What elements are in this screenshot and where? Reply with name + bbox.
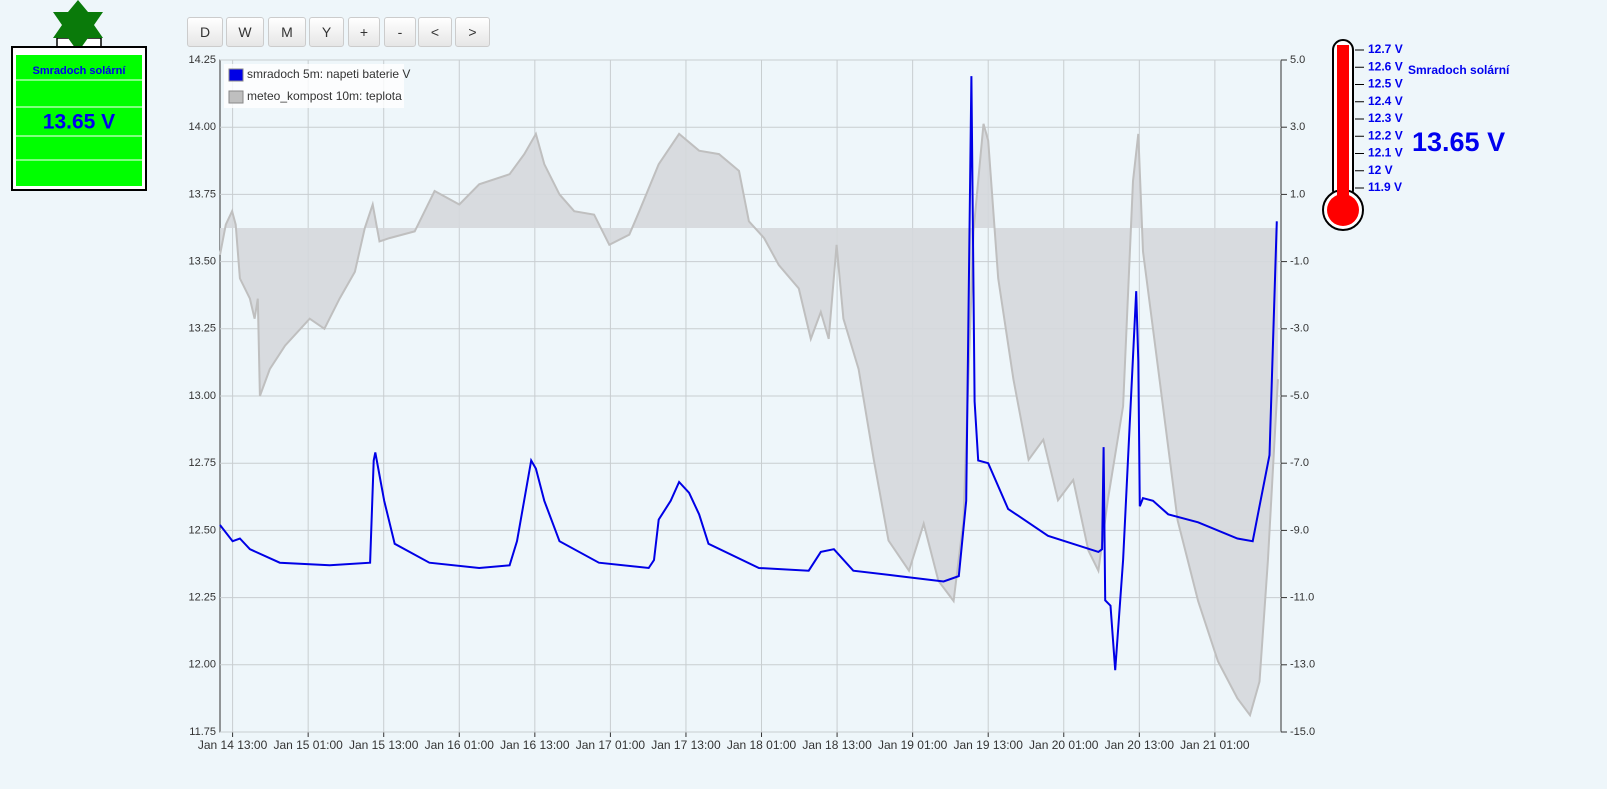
legend-swatch bbox=[228, 90, 244, 104]
y2-tick-label: -11.0 bbox=[1290, 592, 1314, 604]
y2-tick-label: -9.0 bbox=[1290, 524, 1309, 536]
y-tick-label: 13.75 bbox=[188, 188, 216, 200]
toolbar-button[interactable]: Y bbox=[309, 17, 344, 47]
y-tick-label: 13.00 bbox=[188, 390, 216, 402]
x-tick-label: Jan 17 01:00 bbox=[576, 738, 646, 752]
y-tick-label: 11.75 bbox=[189, 726, 216, 738]
x-tick-label: Jan 15 13:00 bbox=[349, 738, 419, 752]
widget-title: Smradoch solární bbox=[33, 65, 127, 77]
toolbar-button[interactable]: - bbox=[384, 17, 416, 47]
series-area bbox=[220, 123, 1278, 716]
series-line bbox=[219, 123, 1279, 718]
x-tick-label: Jan 18 01:00 bbox=[727, 738, 797, 752]
legend-swatch bbox=[228, 68, 244, 82]
series-line bbox=[219, 76, 1278, 671]
toolbar-button[interactable]: M bbox=[268, 17, 306, 47]
y-tick-label: 14.00 bbox=[188, 121, 216, 133]
x-tick-label: Jan 20 13:00 bbox=[1105, 738, 1175, 752]
gauge-scale-label: 11.9 V bbox=[1368, 180, 1402, 194]
legend-label: smradoch 5m: napeti baterie V bbox=[247, 67, 410, 81]
y2-tick-label: 3.0 bbox=[1290, 121, 1305, 133]
gauge-scale-label: 12.6 V bbox=[1368, 59, 1403, 73]
gauge-scale-label: 12.7 V bbox=[1368, 42, 1403, 56]
gauge-scale-label: 12.1 V bbox=[1368, 146, 1403, 160]
gauge-scale-label: 12.5 V bbox=[1368, 77, 1403, 91]
widget-value: 13.65 V bbox=[43, 111, 115, 134]
gauge-level bbox=[1337, 45, 1349, 205]
x-tick-label: Jan 15 01:00 bbox=[273, 738, 343, 752]
legend-label: meteo_kompost 10m: teplota bbox=[247, 89, 402, 103]
y2-tick-label: -13.0 bbox=[1290, 659, 1315, 671]
y2-tick-label: 5.0 bbox=[1290, 54, 1305, 66]
y-tick-label: 13.25 bbox=[188, 323, 216, 335]
x-tick-label: Jan 19 13:00 bbox=[953, 738, 1023, 752]
toolbar-button[interactable]: W bbox=[226, 17, 264, 47]
y-tick-label: 13.50 bbox=[188, 256, 216, 268]
x-tick-label: Jan 19 01:00 bbox=[878, 738, 948, 752]
y-tick-label: 12.75 bbox=[188, 457, 216, 469]
y2-tick-label: 1.0 bbox=[1290, 188, 1305, 200]
x-tick-label: Jan 14 13:00 bbox=[198, 738, 268, 752]
y-tick-label: 12.50 bbox=[188, 524, 216, 536]
toolbar-button[interactable]: > bbox=[455, 17, 490, 47]
x-tick-label: Jan 16 13:00 bbox=[500, 738, 570, 752]
legend-box bbox=[224, 64, 404, 86]
x-tick-label: Jan 16 01:00 bbox=[425, 738, 495, 752]
x-tick-label: Jan 20 01:00 bbox=[1029, 738, 1099, 752]
legend-box bbox=[224, 86, 404, 108]
y2-tick-label: -1.0 bbox=[1290, 256, 1309, 268]
star-icon bbox=[53, 0, 103, 52]
gauge-scale-label: 12.3 V bbox=[1368, 111, 1403, 125]
gauge-scale: 12.7 V 12.6 V 12.5 V 12.4 V 12.3 V 12.2 V 12.1… bbox=[1355, 42, 1403, 194]
y-tick-label: 14.25 bbox=[188, 54, 216, 66]
y2-tick-label: -3.0 bbox=[1290, 323, 1309, 335]
y2-tick-label: -5.0 bbox=[1290, 390, 1309, 402]
x-tick-label: Jan 17 13:00 bbox=[651, 738, 721, 752]
gauge-scale-label: 12.2 V bbox=[1368, 128, 1403, 142]
widget-lines bbox=[16, 79, 142, 161]
toolbar-button[interactable]: + bbox=[348, 17, 380, 47]
y-tick-label: 12.25 bbox=[188, 592, 216, 604]
gauge-value: 13.65 V bbox=[1412, 127, 1505, 157]
y-tick-label: 12.00 bbox=[188, 659, 216, 671]
y2-tick-label: -7.0 bbox=[1290, 457, 1309, 469]
gauge-bulb bbox=[1327, 194, 1359, 226]
toolbar-button[interactable]: < bbox=[418, 17, 452, 47]
gauge-scale-label: 12 V bbox=[1368, 163, 1393, 177]
widget-fill bbox=[16, 55, 142, 186]
gauge-scale-label: 12.4 V bbox=[1368, 94, 1403, 108]
y2-tick-label: -15.0 bbox=[1290, 726, 1315, 738]
x-tick-label: Jan 18 13:00 bbox=[802, 738, 872, 752]
gauge-title: Smradoch solární bbox=[1408, 63, 1510, 77]
x-tick-label: Jan 21 01:00 bbox=[1180, 738, 1250, 752]
toolbar-button[interactable]: D bbox=[187, 17, 223, 47]
